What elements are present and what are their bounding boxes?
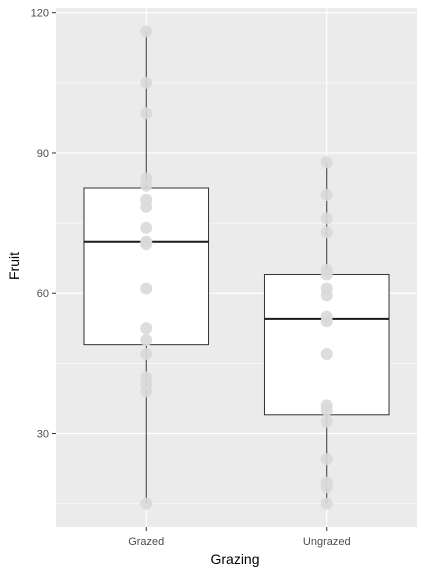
data-point	[320, 289, 333, 302]
data-point	[320, 315, 333, 328]
data-point	[140, 238, 153, 251]
data-point	[320, 156, 333, 169]
y-axis-title: Fruit	[6, 252, 22, 280]
box-iqr	[83, 187, 210, 346]
y-axis-tick-label: 90	[37, 148, 49, 160]
data-point	[320, 453, 333, 466]
data-point	[320, 481, 333, 494]
box-layer	[83, 31, 390, 504]
data-point	[320, 497, 333, 510]
y-axis-tick-label: 60	[37, 288, 49, 300]
axis-layer: 30 60 90 120 Grazed Ungrazed	[31, 8, 351, 548]
y-axis-tick-label: 30	[37, 428, 49, 440]
data-point	[140, 385, 153, 398]
data-point	[140, 348, 153, 360]
data-point	[320, 226, 333, 239]
data-point	[140, 200, 153, 213]
data-point	[140, 179, 153, 192]
x-axis-title: Grazing	[210, 551, 259, 567]
data-point	[140, 25, 153, 38]
x-axis-tick-label: Grazed	[128, 536, 164, 548]
data-point	[320, 348, 333, 360]
data-point	[140, 333, 153, 346]
data-point	[320, 404, 333, 417]
x-axis-tick-label: Ungrazed	[303, 536, 351, 548]
data-point	[140, 107, 153, 120]
data-point	[320, 212, 333, 225]
data-point	[140, 76, 153, 89]
data-point	[320, 268, 333, 281]
data-point	[140, 221, 153, 234]
y-axis-tick-label: 120	[31, 8, 49, 20]
point-layer	[140, 25, 333, 510]
data-point	[140, 282, 153, 295]
data-point	[320, 189, 333, 202]
data-point	[320, 415, 333, 428]
data-point	[140, 497, 153, 510]
data-point	[140, 322, 153, 335]
